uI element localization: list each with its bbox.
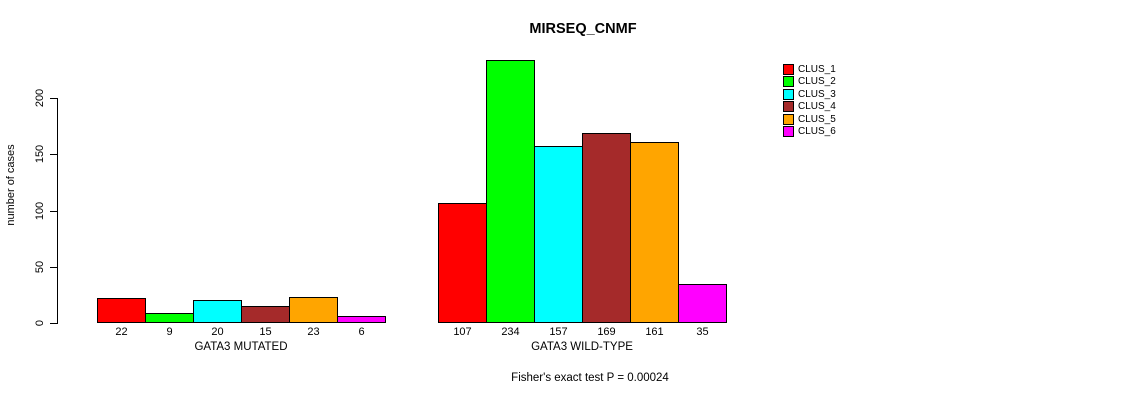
y-tick-label: 100 bbox=[34, 201, 46, 221]
bar-value-label: 35 bbox=[696, 326, 709, 338]
legend-item-label: CLUS_4 bbox=[798, 101, 836, 112]
y-tick-mark bbox=[50, 323, 57, 324]
legend-item: CLUS_5 bbox=[783, 114, 836, 125]
legend-swatch-icon bbox=[783, 126, 794, 137]
legend-item: CLUS_1 bbox=[783, 64, 836, 75]
bar-clus_1 bbox=[97, 298, 146, 323]
footnote-text: Fisher's exact test P = 0.00024 bbox=[511, 372, 669, 384]
legend-item-label: CLUS_3 bbox=[798, 89, 836, 100]
bar-value-label: 107 bbox=[453, 326, 472, 338]
bar-clus_6 bbox=[337, 316, 386, 323]
y-tick-label: 150 bbox=[34, 144, 46, 164]
legend-item-label: CLUS_5 bbox=[798, 114, 836, 125]
legend-item: CLUS_6 bbox=[783, 126, 836, 137]
y-tick-mark bbox=[50, 154, 57, 155]
y-tick-label: 200 bbox=[34, 88, 46, 108]
bar-value-label: 161 bbox=[645, 326, 664, 338]
bar-value-label: 157 bbox=[549, 326, 568, 338]
y-tick-label: 0 bbox=[34, 319, 46, 327]
legend-item-label: CLUS_2 bbox=[798, 76, 836, 87]
y-tick-mark bbox=[50, 267, 57, 268]
bar-value-label: 234 bbox=[501, 326, 520, 338]
bar-value-label: 9 bbox=[166, 326, 173, 338]
bar-value-label: 6 bbox=[358, 326, 365, 338]
bar-clus_3 bbox=[193, 300, 242, 323]
y-axis-label: number of cases bbox=[5, 144, 17, 226]
bar-value-label: 169 bbox=[597, 326, 616, 338]
legend-item-label: CLUS_1 bbox=[798, 64, 836, 75]
bar-clus_4 bbox=[582, 133, 631, 323]
bar-clus_6 bbox=[678, 284, 727, 323]
bar-value-label: 20 bbox=[211, 326, 224, 338]
legend-item: CLUS_2 bbox=[783, 76, 836, 87]
chart-title: MIRSEQ_CNMF bbox=[529, 21, 637, 37]
y-tick-mark bbox=[50, 211, 57, 212]
group-label: GATA3 MUTATED bbox=[194, 341, 288, 353]
bar-value-label: 22 bbox=[115, 326, 128, 338]
bar-clus_2 bbox=[486, 60, 535, 323]
legend-swatch-icon bbox=[783, 76, 794, 87]
bar-clus_5 bbox=[289, 297, 338, 323]
bar-clus_3 bbox=[534, 146, 583, 323]
y-tick-mark bbox=[50, 98, 57, 99]
legend-swatch-icon bbox=[783, 89, 794, 100]
legend-item: CLUS_4 bbox=[783, 101, 836, 112]
bar-clus_1 bbox=[438, 203, 487, 323]
legend-item-label: CLUS_6 bbox=[798, 126, 836, 137]
bar-clus_5 bbox=[630, 142, 679, 323]
bar-value-label: 23 bbox=[307, 326, 320, 338]
legend-swatch-icon bbox=[783, 101, 794, 112]
y-axis-line bbox=[57, 98, 58, 324]
y-tick-label: 50 bbox=[34, 260, 46, 274]
legend-item: CLUS_3 bbox=[783, 89, 836, 100]
bar-value-label: 15 bbox=[259, 326, 272, 338]
legend-swatch-icon bbox=[783, 114, 794, 125]
bar-clus_4 bbox=[241, 306, 290, 323]
bar-clus_2 bbox=[145, 313, 194, 323]
group-label: GATA3 WILD-TYPE bbox=[531, 341, 633, 353]
legend-swatch-icon bbox=[783, 64, 794, 75]
